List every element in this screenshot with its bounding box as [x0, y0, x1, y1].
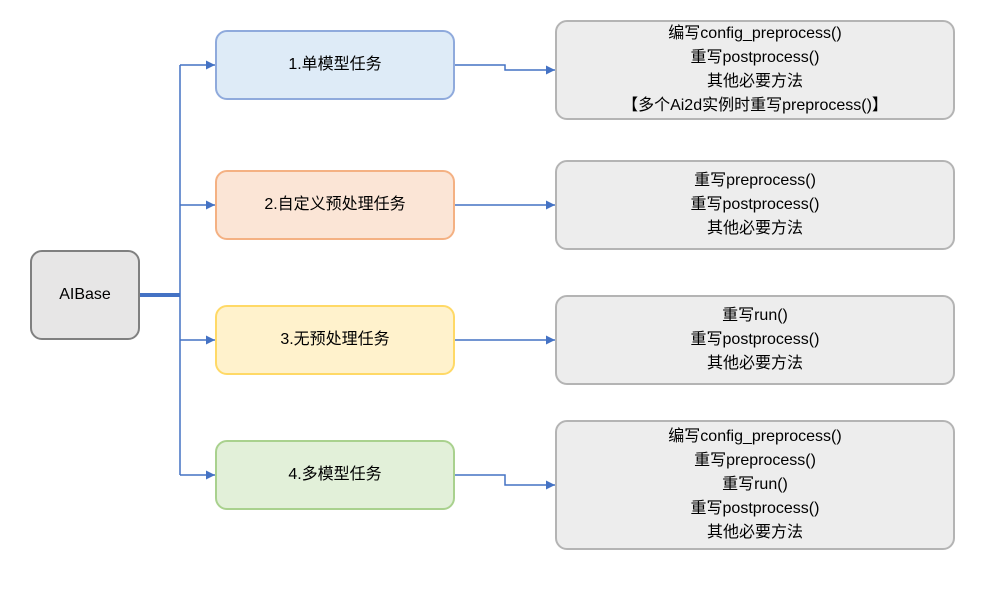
task-node: 3.无预处理任务 — [215, 305, 455, 375]
detail-line: 重写postprocess() — [691, 497, 820, 521]
detail-node: 编写config_preprocess()重写preprocess()重写run… — [555, 420, 955, 550]
detail-line: 编写config_preprocess() — [668, 425, 841, 449]
detail-line: 重写preprocess() — [694, 449, 816, 473]
detail-line: 编写config_preprocess() — [668, 22, 841, 46]
task-label: 4.多模型任务 — [288, 463, 381, 487]
root-node: AIBase — [30, 250, 140, 340]
detail-line: 其他必要方法 — [707, 70, 803, 94]
detail-line: 【多个Ai2d实例时重写preprocess()】 — [622, 94, 888, 118]
detail-line: 其他必要方法 — [707, 521, 803, 545]
task-node: 2.自定义预处理任务 — [215, 170, 455, 240]
detail-line: 其他必要方法 — [707, 352, 803, 376]
detail-line: 重写run() — [722, 473, 788, 497]
task-label: 1.单模型任务 — [288, 53, 381, 77]
detail-line: 重写postprocess() — [691, 46, 820, 70]
detail-node: 重写run()重写postprocess()其他必要方法 — [555, 295, 955, 385]
detail-node: 编写config_preprocess()重写postprocess()其他必要… — [555, 20, 955, 120]
task-label: 3.无预处理任务 — [280, 328, 389, 352]
detail-line: 重写postprocess() — [691, 328, 820, 352]
task-label: 2.自定义预处理任务 — [264, 193, 405, 217]
detail-line: 重写postprocess() — [691, 193, 820, 217]
connector-group — [140, 65, 555, 485]
detail-node: 重写preprocess()重写postprocess()其他必要方法 — [555, 160, 955, 250]
detail-line: 重写run() — [722, 304, 788, 328]
task-node: 4.多模型任务 — [215, 440, 455, 510]
root-label: AIBase — [59, 283, 111, 307]
task-node: 1.单模型任务 — [215, 30, 455, 100]
detail-line: 其他必要方法 — [707, 217, 803, 241]
detail-line: 重写preprocess() — [694, 169, 816, 193]
